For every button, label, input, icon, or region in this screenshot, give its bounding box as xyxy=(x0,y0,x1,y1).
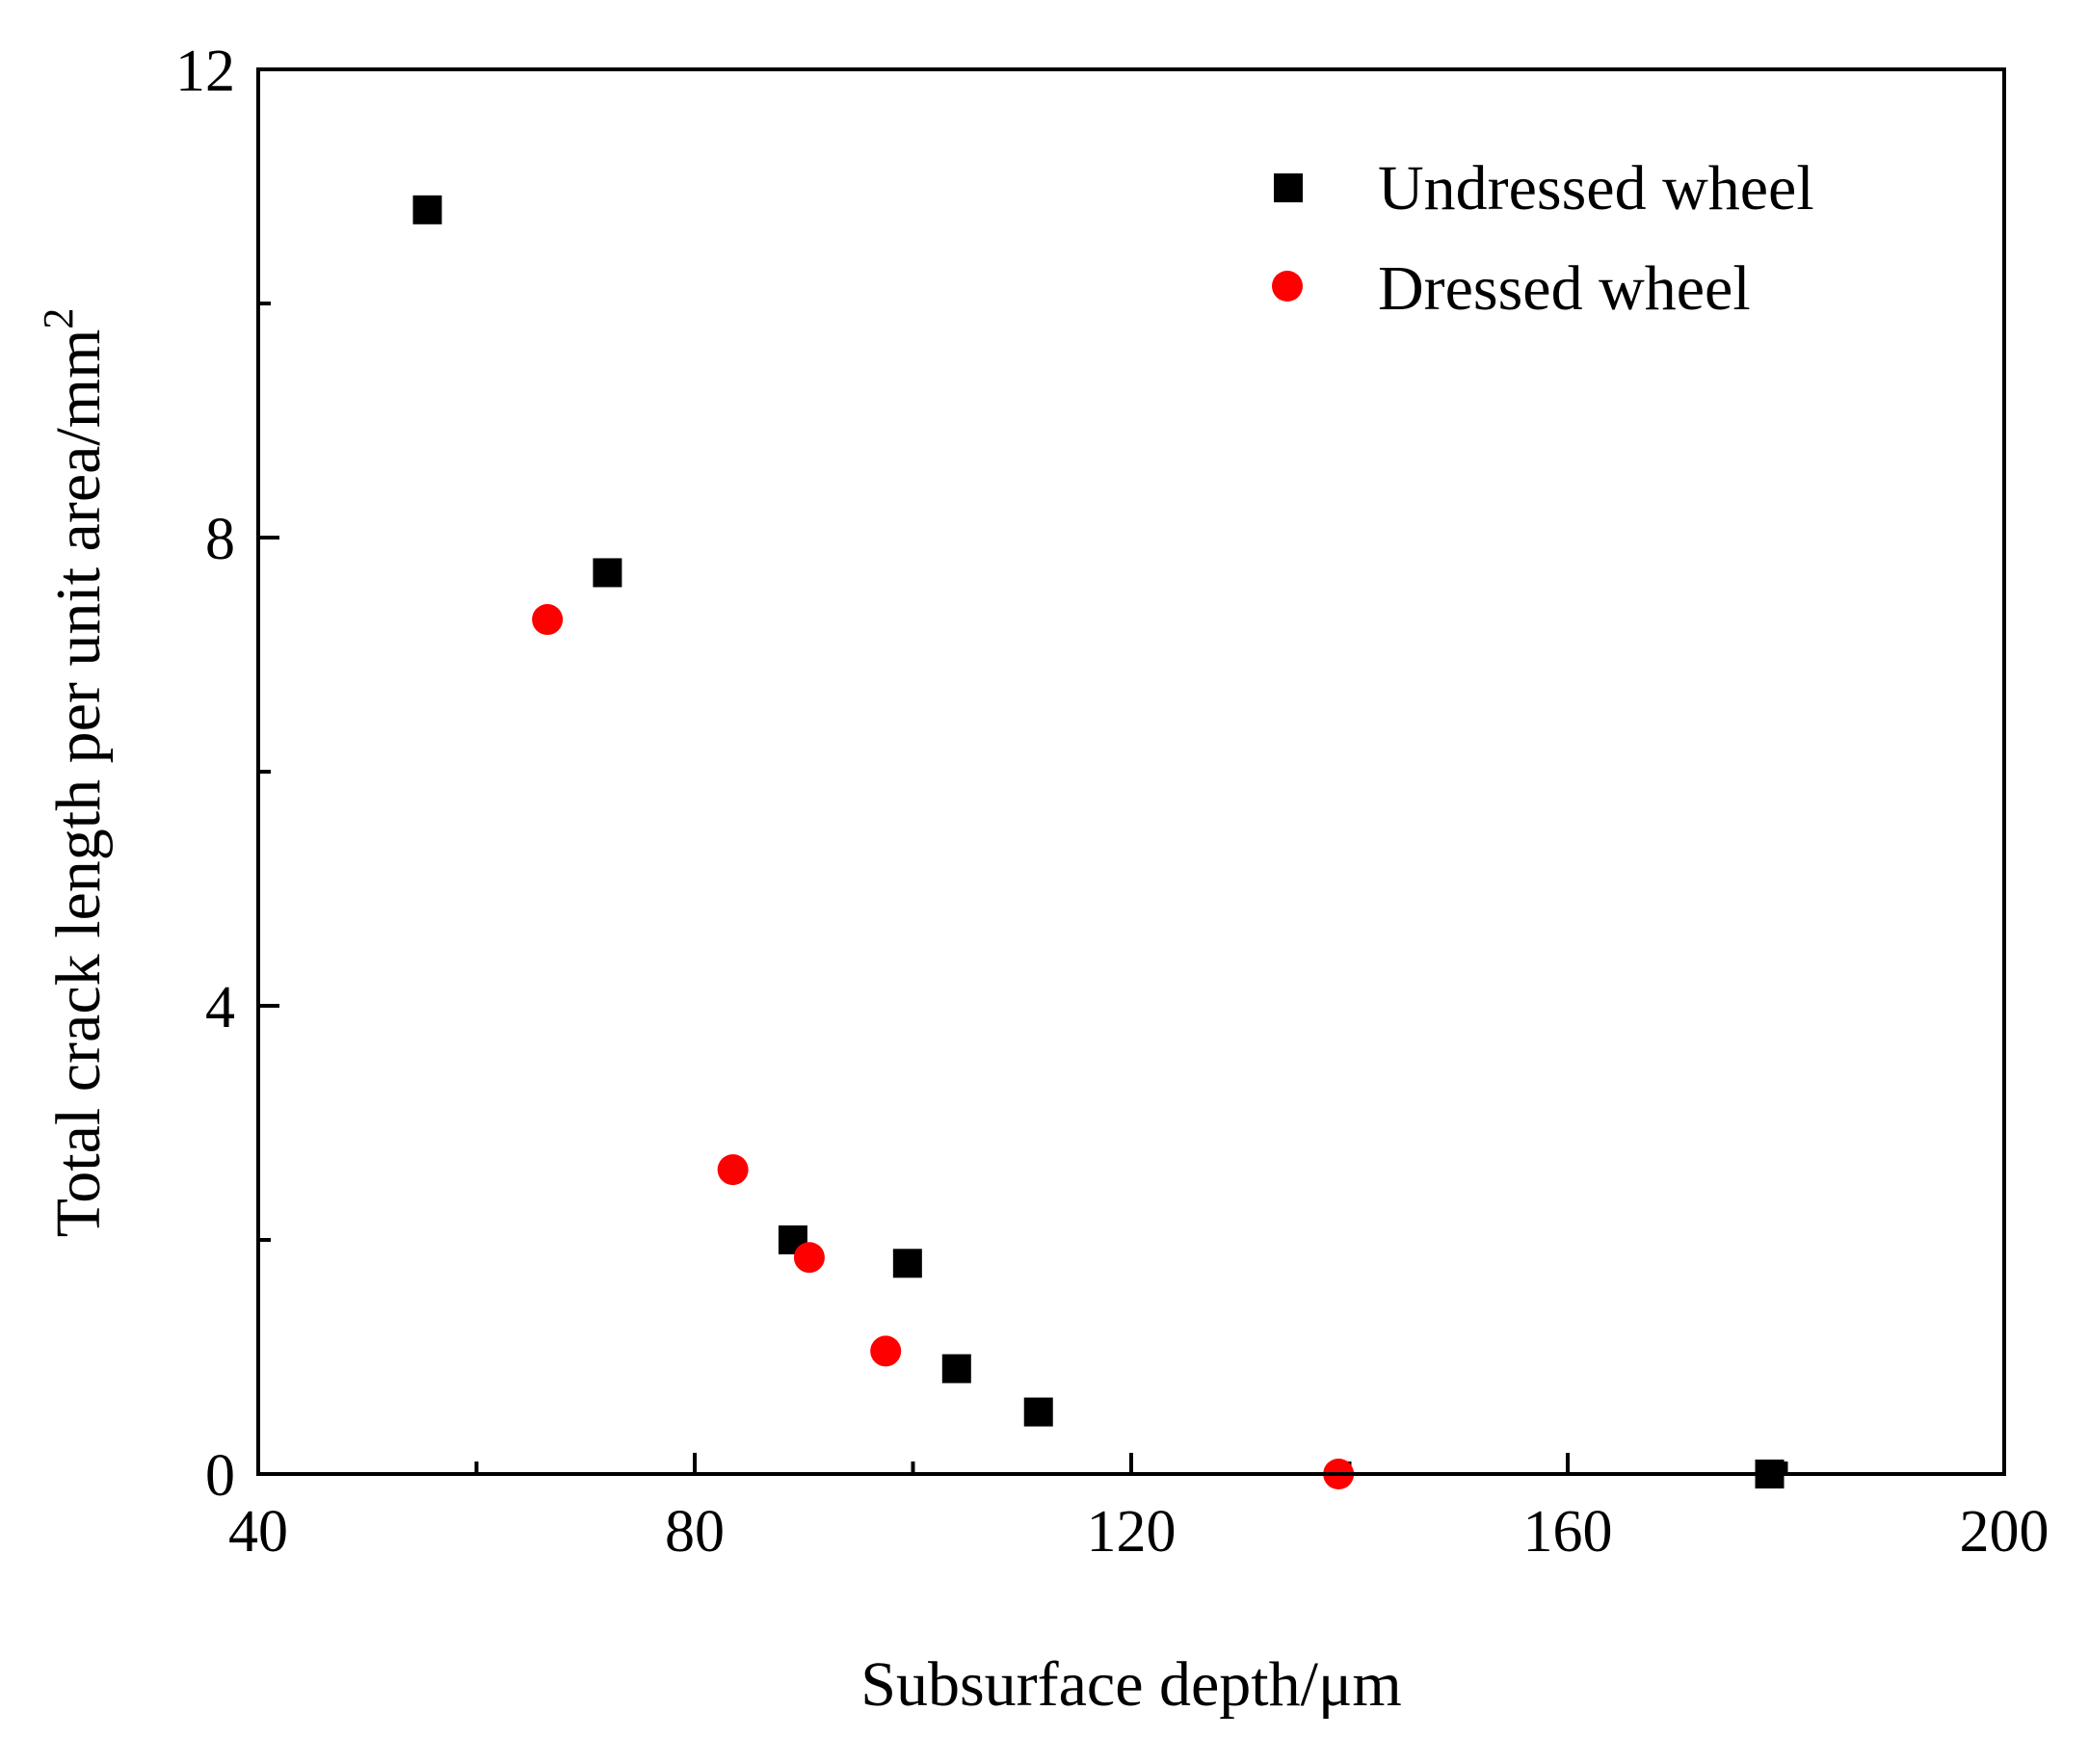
data-point-dressed xyxy=(717,1154,749,1186)
x-tick-label: 200 xyxy=(1960,1499,2049,1565)
legend-label-undressed: Undressed wheel xyxy=(1378,153,1814,224)
legend: Undressed wheel Dressed wheel xyxy=(1272,153,1814,324)
y-axis-title-superscript: 2 xyxy=(35,308,82,329)
y-tick-label: 12 xyxy=(175,39,235,104)
axis-tick-labels: 40 80 120 160 200 0 4 8 12 xyxy=(175,39,2049,1565)
x-tick-label: 80 xyxy=(665,1499,725,1565)
y-tick-label: 0 xyxy=(205,1443,235,1509)
plot-frame xyxy=(256,67,2006,1476)
data-point-dressed xyxy=(532,604,564,636)
x-axis-title: Subsurface depth/μm xyxy=(860,1649,1401,1720)
legend-label-dressed: Dressed wheel xyxy=(1378,253,1751,324)
data-point-undressed xyxy=(412,195,442,224)
data-markers xyxy=(412,195,1785,1489)
data-point-dressed xyxy=(870,1335,902,1367)
data-point-undressed xyxy=(892,1249,922,1278)
data-point-undressed xyxy=(941,1354,971,1383)
y-axis-title: Total crack length per unit area/mm2 xyxy=(35,308,114,1238)
data-point-dressed xyxy=(793,1242,825,1274)
x-tick-label: 40 xyxy=(228,1499,288,1565)
x-tick-label: 120 xyxy=(1087,1499,1177,1565)
data-point-undressed xyxy=(1023,1397,1053,1427)
legend-marker-dressed xyxy=(1272,271,1303,302)
y-tick-label: 4 xyxy=(205,975,235,1040)
x-tick-label: 160 xyxy=(1523,1499,1613,1565)
data-point-undressed xyxy=(593,558,622,588)
legend-marker-undressed xyxy=(1274,173,1303,202)
y-axis-title-main: Total crack length per unit area/mm xyxy=(43,329,114,1238)
y-tick-label: 8 xyxy=(205,507,235,572)
